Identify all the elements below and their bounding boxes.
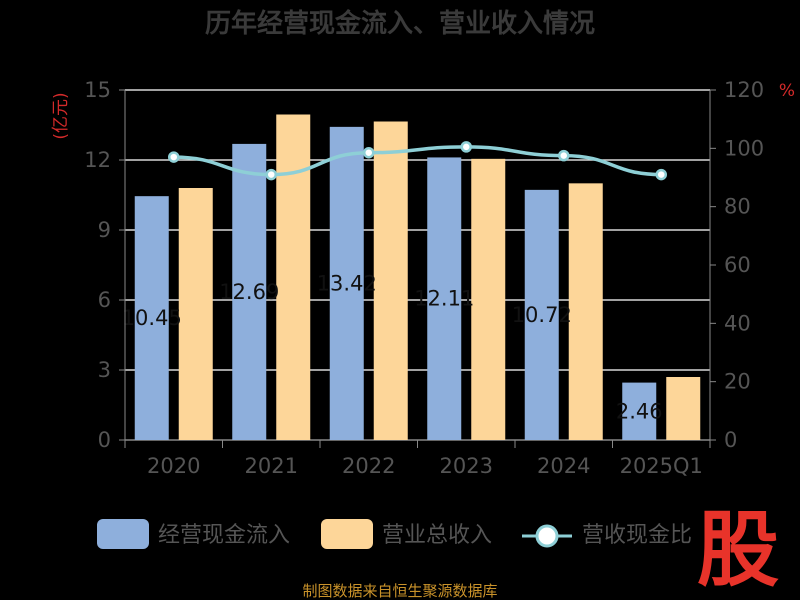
right-tick-label: 120 bbox=[724, 78, 764, 102]
x-tick-label: 2021 bbox=[245, 454, 298, 478]
data-label-cash-inflow: 2.46 bbox=[616, 399, 663, 423]
bar-revenue bbox=[276, 114, 311, 440]
right-tick-label: 40 bbox=[724, 311, 751, 335]
right-tick-label: 0 bbox=[724, 428, 737, 452]
bar-layer bbox=[134, 114, 701, 441]
legend: 经营现金流入 营业总收入 营收现金比 bbox=[97, 519, 692, 549]
left-tick-label: 0 bbox=[98, 428, 111, 452]
left-tick-label: 12 bbox=[84, 148, 111, 172]
bar-cash-inflow bbox=[622, 382, 657, 440]
ratio-point bbox=[460, 141, 472, 153]
right-axis-unit: % bbox=[779, 81, 795, 101]
data-source-note: 制图数据来自恒生聚源数据库 bbox=[302, 582, 497, 600]
legend-label-cash-inflow: 经营现金流入 bbox=[158, 523, 290, 548]
bar-revenue bbox=[471, 158, 506, 441]
legend-swatch-revenue bbox=[321, 519, 373, 549]
bar-cash-inflow bbox=[329, 126, 364, 440]
right-tick-label: 100 bbox=[724, 136, 764, 160]
label-layer: 10.45 12.69 13.42 12.11 10.72 2.46 bbox=[122, 271, 663, 423]
left-tick-label: 6 bbox=[98, 288, 111, 312]
right-tick-label: 60 bbox=[724, 253, 751, 277]
left-tick-label: 3 bbox=[98, 358, 111, 382]
legend-marker-ratio bbox=[535, 524, 559, 548]
x-tick-label: 2024 bbox=[537, 454, 590, 478]
data-label-cash-inflow: 10.45 bbox=[122, 306, 182, 330]
legend-swatch-cash-inflow bbox=[97, 519, 149, 549]
x-tick-label: 2025Q1 bbox=[620, 454, 703, 478]
data-label-cash-inflow: 12.11 bbox=[414, 287, 474, 311]
ratio-point bbox=[655, 168, 667, 181]
ratio-line bbox=[173, 145, 662, 177]
ratio-point bbox=[168, 151, 180, 163]
bar-revenue bbox=[666, 377, 701, 440]
data-label-cash-inflow: 12.69 bbox=[219, 280, 279, 304]
left-axis-unit: (亿元) bbox=[51, 92, 71, 139]
ratio-point bbox=[363, 146, 375, 159]
ratio-point bbox=[265, 168, 277, 181]
bar-cash-inflow bbox=[427, 157, 462, 440]
left-tick-label: 9 bbox=[98, 218, 111, 242]
legend-label-revenue: 营业总收入 bbox=[382, 523, 492, 548]
data-label-cash-inflow: 10.72 bbox=[512, 303, 572, 327]
bar-revenue bbox=[178, 188, 213, 440]
right-tick-label: 20 bbox=[724, 370, 751, 394]
brand-badge: 股 bbox=[697, 503, 779, 598]
left-tick-label: 15 bbox=[84, 78, 111, 102]
x-tick-label: 2023 bbox=[440, 454, 493, 478]
line-layer bbox=[168, 141, 667, 181]
x-tick-label: 2020 bbox=[147, 454, 200, 478]
bar-cash-inflow bbox=[524, 189, 559, 440]
bar-cash-inflow bbox=[232, 143, 267, 440]
axis-layer: 0 3 6 9 12 15 0 20 40 60 80 100 120 2020 2021 2022 2023 2… bbox=[84, 78, 764, 478]
legend-label-ratio: 营收现金比 bbox=[582, 523, 692, 548]
bar-cash-inflow bbox=[134, 196, 169, 440]
data-label-cash-inflow: 13.42 bbox=[317, 271, 377, 295]
right-tick-label: 80 bbox=[724, 195, 751, 219]
x-tick-label: 2022 bbox=[342, 454, 395, 478]
bar-revenue bbox=[568, 183, 603, 441]
chart-title: 历年经营现金流入、营业收入情况 bbox=[205, 8, 595, 39]
ratio-point bbox=[558, 149, 570, 162]
bar-revenue bbox=[373, 121, 408, 440]
